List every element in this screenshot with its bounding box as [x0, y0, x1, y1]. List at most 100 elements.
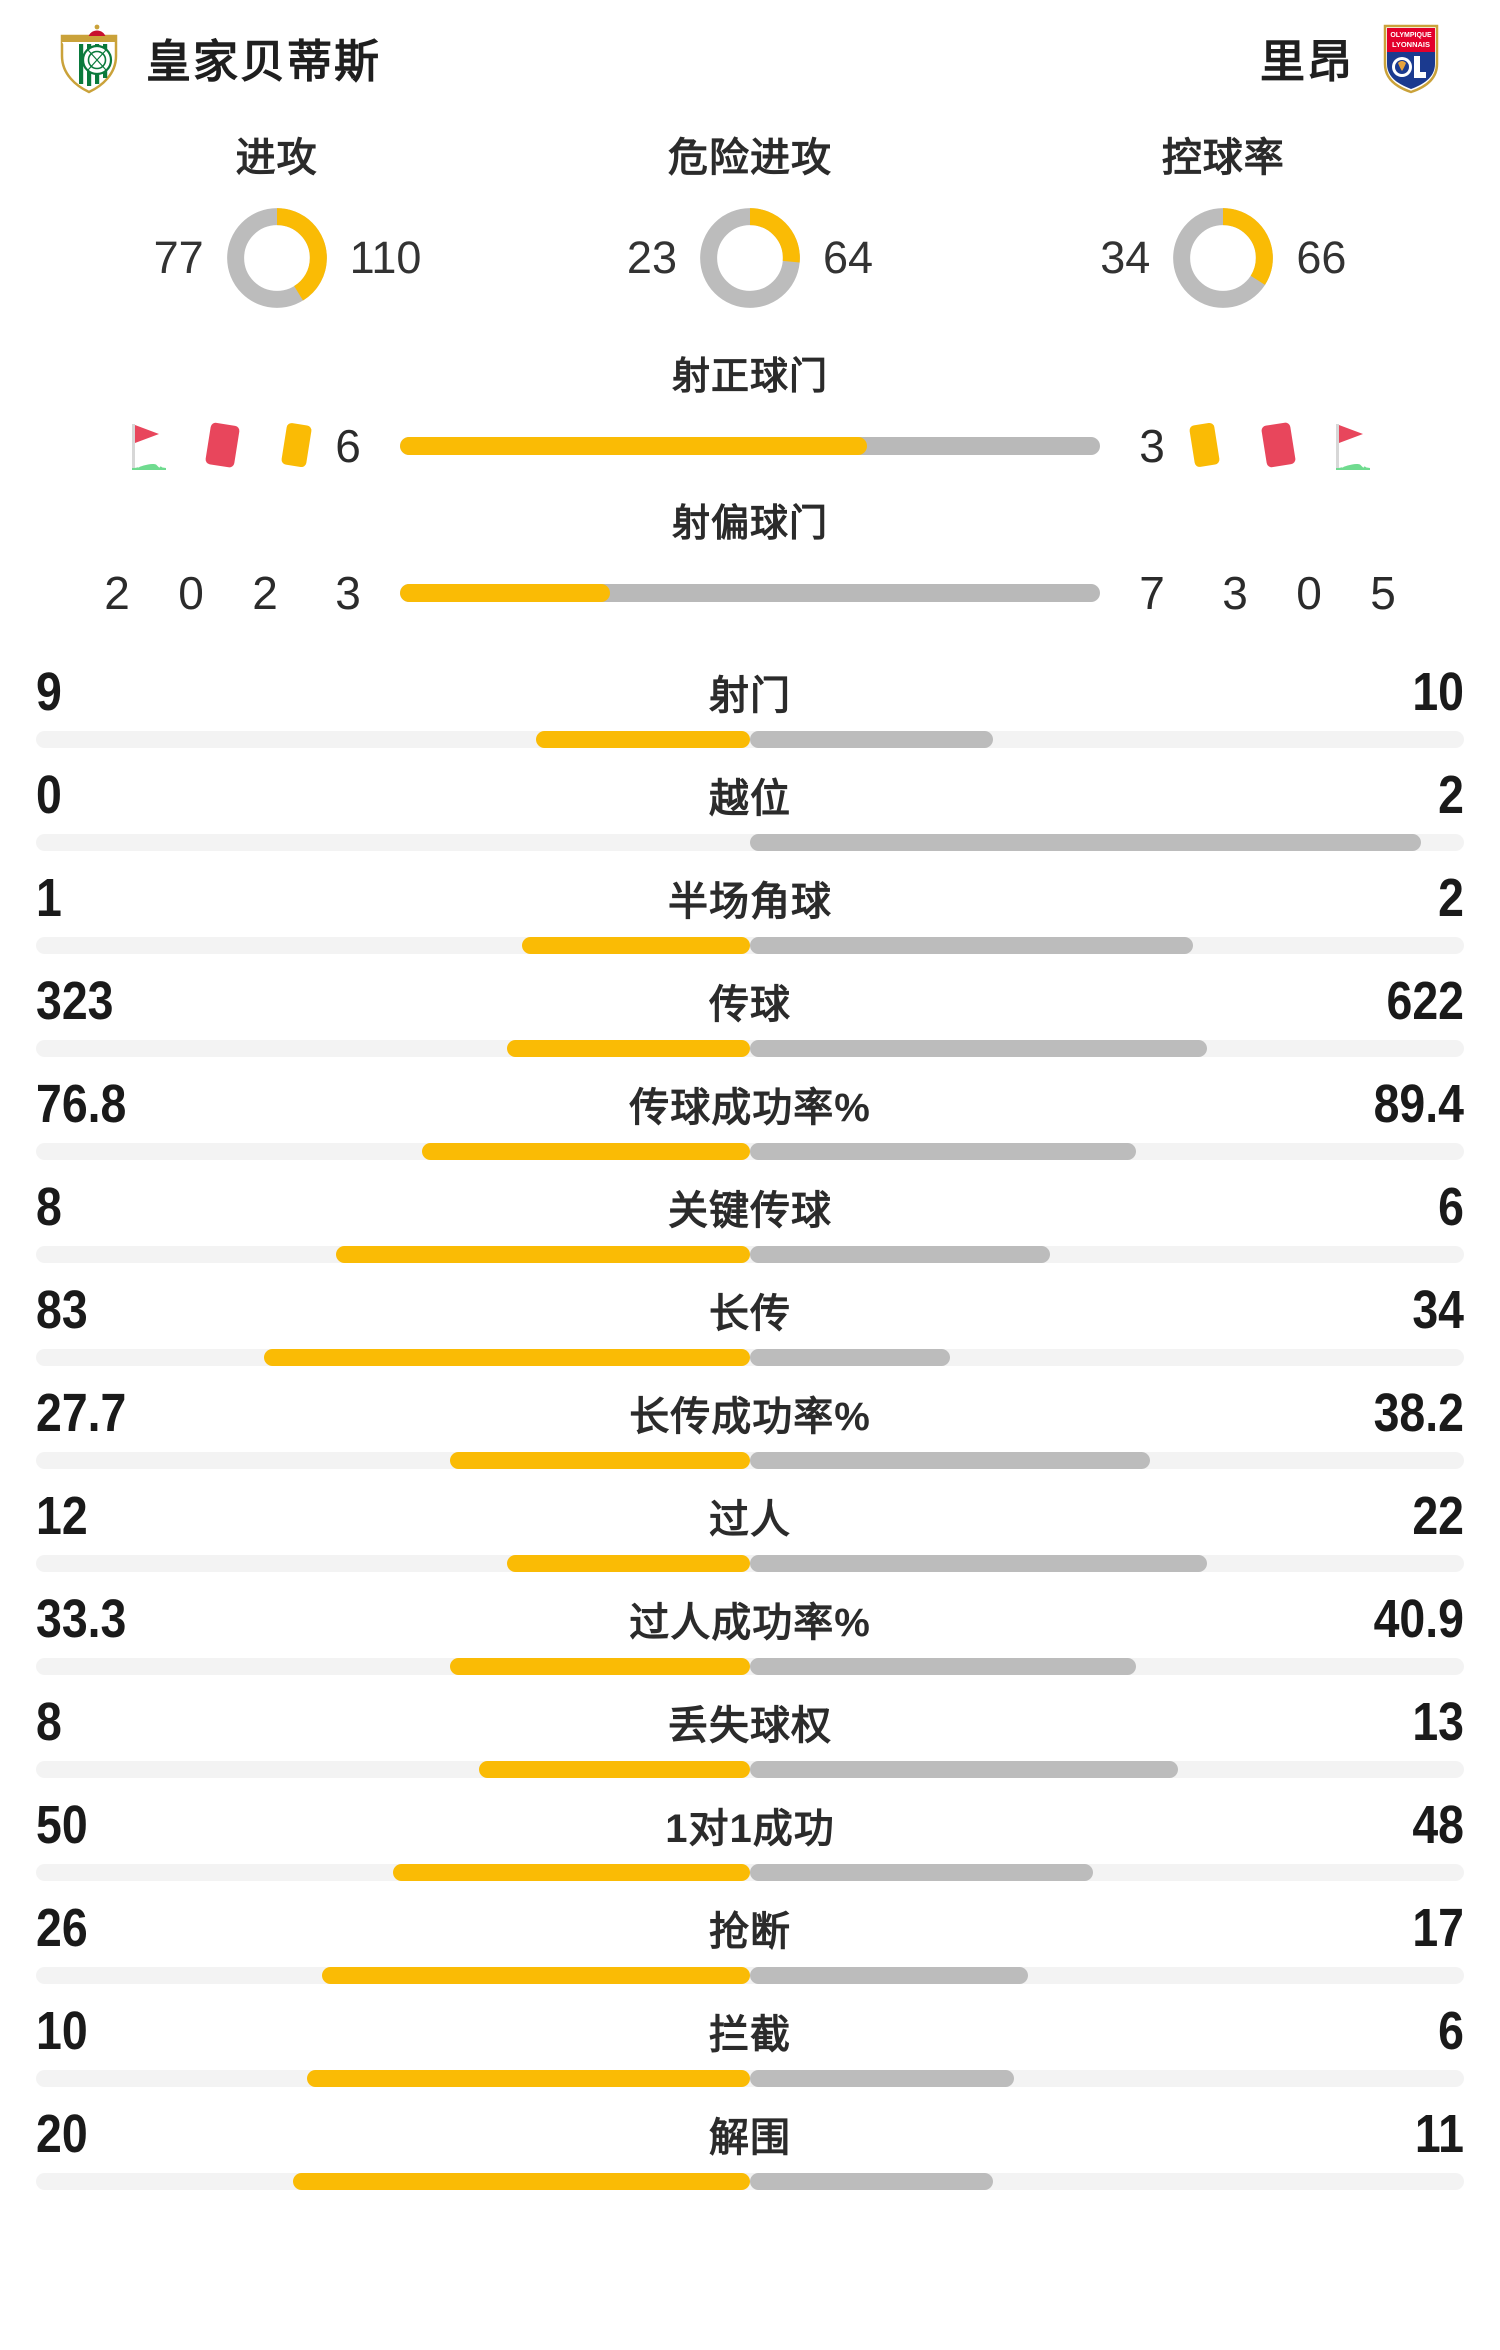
stat-row-header: 8 关键传球 6 [36, 1172, 1464, 1234]
donut-ring-icon [226, 208, 327, 308]
stat-bar-track [36, 1658, 1464, 1675]
away-icon-counts: 3 0 5 [1218, 566, 1400, 620]
stat-bar-home [450, 1658, 750, 1675]
donut-home-value: 23 [626, 232, 677, 283]
stat-away-value: 40.9 [1373, 1589, 1464, 1649]
stat-away-value: 2 [1438, 765, 1464, 825]
stat-bar-home [535, 731, 750, 748]
stat-home-value: 0 [36, 765, 62, 825]
stat-away-value: 6 [1438, 2001, 1464, 2061]
stat-row: 8 丢失球权 13 [36, 1675, 1464, 1778]
shots-on-target-bar [400, 437, 1100, 455]
stat-label: 过人 [709, 1498, 791, 1542]
donut-home-value: 34 [1100, 232, 1151, 283]
donut-title: 进攻 [235, 136, 318, 180]
stat-bar-away [750, 731, 993, 748]
shots-on-target-row: 6 3 [36, 400, 1464, 492]
stat-row: 12 过人 22 [36, 1469, 1464, 1572]
donut-row: 77 110 [118, 207, 436, 309]
donut-possession: 控球率 34 66 [987, 115, 1460, 309]
stat-away-value: 38.2 [1373, 1383, 1464, 1443]
shots-on-target-bar-fill [400, 437, 867, 455]
stat-bar-home [335, 1246, 750, 1263]
stat-bar-home [307, 2070, 750, 2087]
stat-bar-track [36, 937, 1464, 954]
stat-label: 长传 [709, 1292, 791, 1336]
donut-away-value: 66 [1296, 232, 1347, 283]
stat-label: 1对1成功 [665, 1807, 835, 1851]
stat-row-header: 33.3 过人成功率% 40.9 [36, 1584, 1464, 1646]
donut-title: 控球率 [1161, 136, 1285, 180]
stat-label: 传球 [709, 983, 791, 1027]
red-card-icon [1261, 422, 1296, 468]
stat-row-header: 1 半场角球 2 [36, 863, 1464, 925]
stat-bar-track [36, 1761, 1464, 1778]
stat-bar-track [36, 1040, 1464, 1057]
stat-row: 1 半场角球 2 [36, 851, 1464, 954]
stat-bar-away [750, 2070, 1015, 2087]
stat-bar-away [750, 937, 1193, 954]
yellow-card-icon [1189, 422, 1220, 467]
stat-home-value: 27.7 [36, 1383, 127, 1443]
stat-row: 323 传球 622 [36, 954, 1464, 1057]
stat-row: 83 长传 34 [36, 1263, 1464, 1366]
shots-off-target-bar [400, 584, 1100, 602]
stat-row: 20 解围 11 [36, 2087, 1464, 2190]
stat-row: 27.7 长传成功率% 38.2 [36, 1366, 1464, 1469]
stat-label: 拦截 [709, 2013, 791, 2057]
stat-home-value: 8 [36, 1692, 62, 1752]
stat-bar-away [750, 1349, 950, 1366]
stat-label: 长传成功率% [629, 1395, 871, 1439]
stat-bar-track [36, 2070, 1464, 2087]
stat-away-value: 2 [1438, 868, 1464, 928]
donut-row: 34 66 [1064, 207, 1382, 309]
stat-bar-home [393, 1864, 750, 1881]
svg-text:LYONNAIS: LYONNAIS [1392, 40, 1430, 49]
stat-row: 9 射门 10 [36, 645, 1464, 748]
donut-row: 23 64 [591, 207, 909, 309]
shots-off-target-row: 2 0 2 3 7 3 0 5 [36, 547, 1464, 639]
donut-home-value: 77 [153, 232, 204, 283]
stat-bar-track [36, 1246, 1464, 1263]
stat-away-value: 17 [1412, 1898, 1464, 1958]
away-yellow-card-count: 3 [1222, 567, 1248, 619]
stat-rows-list: 9 射门 10 0 越位 2 1 半场角球 2 323 传球 622 76.8 传球成功率% 89.4 8 关键… [0, 645, 1500, 2190]
stat-row-header: 76.8 传球成功率% 89.4 [36, 1069, 1464, 1131]
donut-ring-icon [1173, 208, 1274, 308]
stat-row: 0 越位 2 [36, 748, 1464, 851]
stat-away-value: 48 [1412, 1795, 1464, 1855]
stat-bar-away [750, 1761, 1179, 1778]
stat-bar-home [321, 1967, 750, 1984]
stat-row-header: 8 丢失球权 13 [36, 1687, 1464, 1749]
stat-row-header: 0 越位 2 [36, 760, 1464, 822]
stat-home-value: 76.8 [36, 1074, 127, 1134]
stat-label: 过人成功率% [629, 1601, 871, 1645]
stat-home-value: 9 [36, 662, 62, 722]
stat-label: 半场角球 [668, 880, 832, 924]
stat-home-value: 83 [36, 1280, 88, 1340]
stat-bar-home [478, 1761, 750, 1778]
stat-row-header: 10 拦截 6 [36, 1996, 1464, 2058]
stat-label: 传球成功率% [629, 1086, 871, 1130]
shots-off-target-away-value: 7 [1139, 567, 1165, 619]
shots-off-target-home-value: 3 [335, 567, 361, 619]
stat-bar-away [750, 1864, 1093, 1881]
away-corner-count: 5 [1370, 567, 1396, 619]
away-discipline-icons [1178, 418, 1378, 474]
away-red-card-count: 0 [1296, 567, 1322, 619]
stat-row-header: 83 长传 34 [36, 1275, 1464, 1337]
home-corner-count: 2 [104, 567, 130, 619]
home-icon-counts: 2 0 2 [100, 566, 282, 620]
stat-label: 解围 [709, 2116, 791, 2160]
shots-on-target-home-value: 6 [335, 420, 361, 472]
stat-home-value: 20 [36, 2104, 88, 2164]
olympique-lyonnais-crest-icon: OLYMPIQUE LYONNAIS [1383, 24, 1439, 93]
stat-away-value: 34 [1412, 1280, 1464, 1340]
stat-row: 26 抢断 17 [36, 1881, 1464, 1984]
stat-bar-away [750, 1555, 1207, 1572]
stat-row-header: 27.7 长传成功率% 38.2 [36, 1378, 1464, 1440]
stat-home-value: 33.3 [36, 1589, 127, 1649]
donut-title: 危险进攻 [667, 136, 832, 180]
stat-home-value: 26 [36, 1898, 88, 1958]
